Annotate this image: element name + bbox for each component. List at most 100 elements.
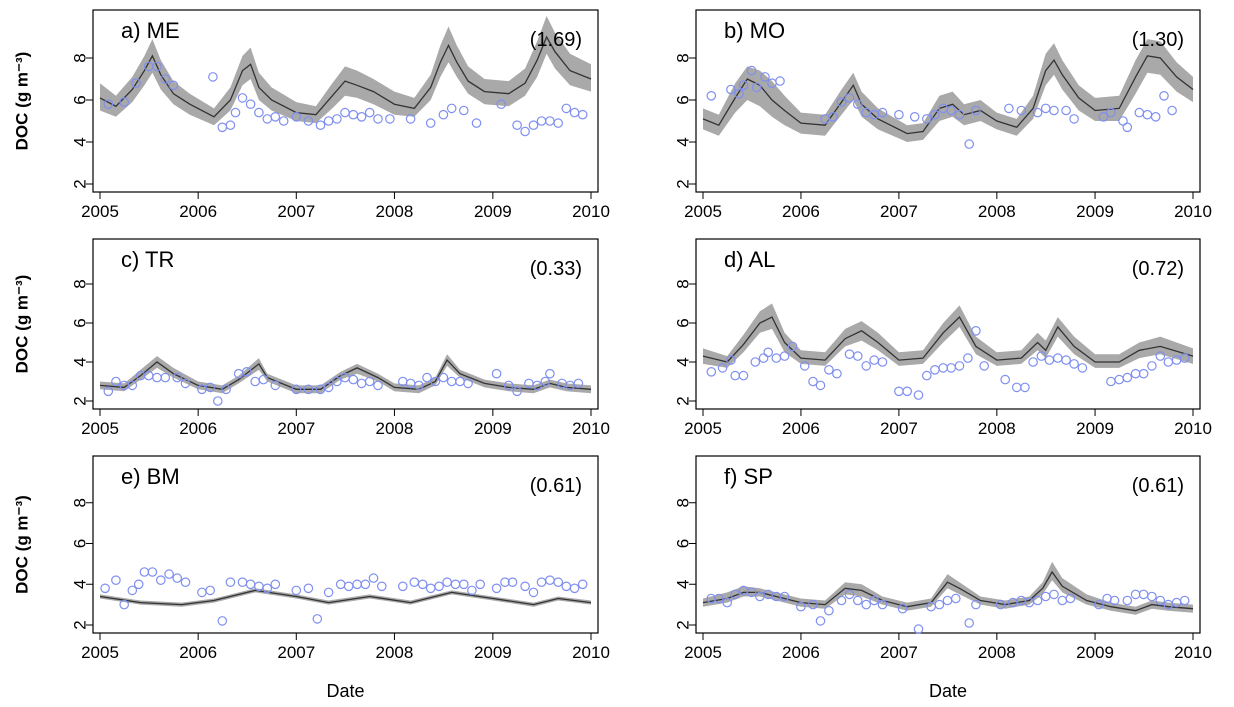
observation-point (1179, 595, 1190, 606)
observation-point (172, 573, 182, 583)
observation-point (1138, 589, 1149, 600)
observation-point (836, 595, 847, 606)
y-tick-label: 2 (674, 620, 693, 629)
observation-point (1159, 91, 1169, 101)
fit-annotation: (0.72) (1132, 258, 1184, 280)
x-tick-label: 2007 (277, 419, 315, 438)
y-tick-label: 6 (71, 539, 90, 548)
x-tick-label: 2009 (1076, 643, 1114, 662)
x-tick-label: 2007 (277, 643, 315, 662)
observation-point (963, 353, 973, 363)
model-line (702, 55, 1194, 135)
observation-point (844, 93, 855, 103)
y-tick-label: 8 (674, 53, 693, 62)
x-tick-label: 2007 (880, 202, 918, 221)
y-tick-label: 4 (674, 137, 693, 146)
observation-point (751, 82, 762, 93)
observation-point (1147, 591, 1157, 602)
x-tick-label: 2010 (1174, 419, 1212, 438)
observation-point (828, 112, 838, 122)
observation-point (1098, 112, 1109, 122)
observation-point (147, 567, 158, 577)
observation-point (930, 109, 940, 120)
observation-point (971, 599, 981, 610)
x-tick-label: 2006 (782, 643, 820, 662)
observation-point (496, 99, 506, 109)
observation-point (536, 577, 547, 587)
observation-point (254, 107, 264, 118)
x-tick-label: 2005 (684, 202, 722, 221)
model-line (99, 589, 592, 606)
observation-point (348, 109, 359, 120)
observation-point (1057, 595, 1068, 606)
observation-point (258, 374, 269, 385)
observation-point (360, 579, 371, 590)
observation-point (938, 363, 948, 373)
observation-point (979, 361, 989, 371)
observation-point (1142, 109, 1153, 120)
observation-point (706, 593, 717, 604)
observation-point (771, 353, 782, 363)
observation-point (270, 579, 281, 590)
x-tick-label: 2008 (376, 643, 414, 662)
observation-point (930, 364, 940, 375)
observation-point (734, 88, 744, 99)
observation-point (491, 583, 502, 594)
observation-point (1065, 593, 1076, 604)
observation-point (1032, 107, 1043, 118)
observation-point (799, 361, 810, 371)
observation-point (303, 116, 314, 126)
observation-point (1011, 382, 1022, 393)
x-tick-label: 2008 (978, 202, 1016, 221)
observation-point (156, 575, 166, 585)
panel-label: e) BM (121, 464, 180, 489)
model-line (702, 316, 1194, 363)
x-tick-label: 2007 (880, 419, 918, 438)
panel-3: 2005 2006 2007 2008 2009 2010 2 4 6 8 c) TR (0.33) D… (13, 238, 610, 438)
x-tick-label: 2009 (474, 643, 512, 662)
observation-point (458, 579, 469, 590)
observation-point (1036, 351, 1047, 361)
observation-point (971, 105, 981, 116)
observation-point (869, 355, 879, 365)
observation-point (332, 114, 342, 124)
observation-point (168, 80, 179, 91)
observation-point (208, 72, 218, 82)
y-tick-label: 8 (71, 53, 90, 62)
observation-point (824, 364, 834, 375)
observation-point (127, 585, 138, 596)
observation-point (1122, 372, 1133, 383)
observation-point (139, 567, 150, 577)
x-axis-title: Date (929, 681, 967, 701)
observation-point (205, 585, 215, 596)
observation-point (471, 118, 482, 128)
observation-point (245, 579, 256, 590)
observation-point (877, 357, 888, 367)
plot-frame (695, 455, 1201, 634)
panel-label: f) SP (724, 464, 773, 489)
observation-point (528, 120, 539, 130)
observation-point (738, 80, 749, 91)
observation-point (897, 603, 908, 614)
observation-point (545, 368, 555, 379)
x-tick-label: 2007 (277, 202, 315, 221)
observation-point (1179, 353, 1190, 363)
observation-point (569, 583, 580, 594)
observation-point (717, 363, 728, 373)
observation-point (815, 616, 826, 626)
observation-point (902, 386, 912, 397)
observation-point (422, 372, 432, 383)
observation-point (164, 569, 174, 579)
observation-point (1155, 595, 1166, 606)
y-tick-label: 4 (71, 137, 90, 146)
fit-annotation: (1.30) (1132, 29, 1184, 51)
observation-point (434, 581, 444, 592)
observation-point (323, 587, 334, 598)
observation-point (520, 581, 530, 592)
panel-label: b) MO (724, 18, 785, 43)
x-tick-label: 2010 (572, 419, 610, 438)
observation-point (706, 366, 717, 377)
observation-point (119, 97, 129, 107)
observation-point (425, 583, 436, 594)
y-axis-title: DOC (g m⁻³) (13, 52, 32, 151)
